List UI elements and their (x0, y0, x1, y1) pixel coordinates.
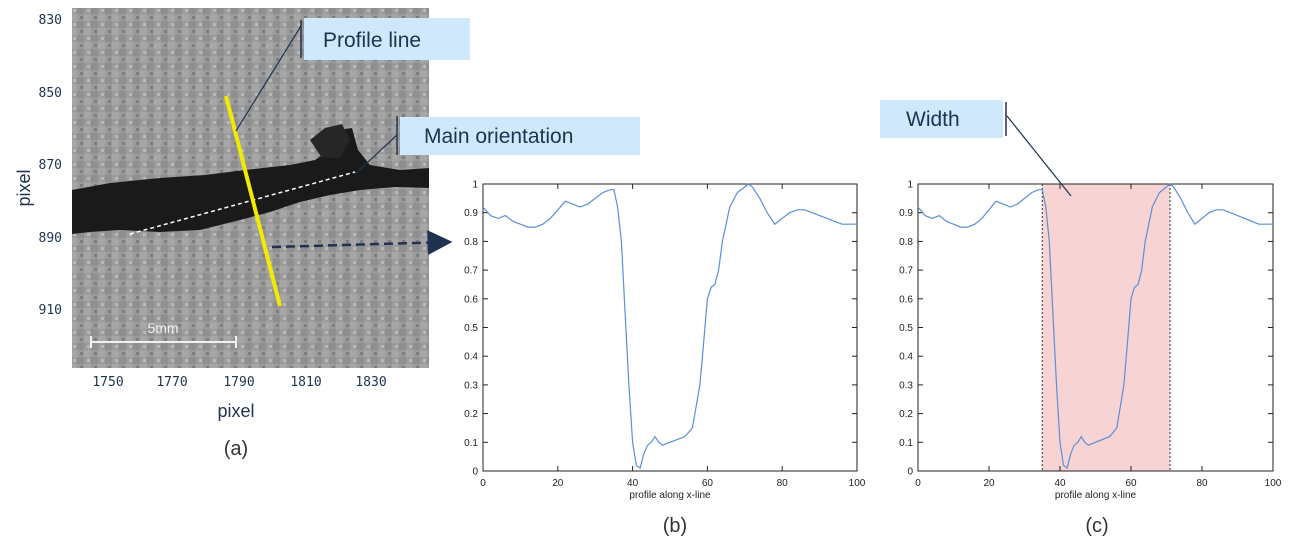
x-tick-label: 40 (627, 478, 639, 489)
x-tick-label: 40 (1054, 478, 1066, 489)
main-orientation-callout (400, 117, 640, 155)
x-tick-label: 80 (1196, 478, 1208, 489)
x-tick-label: 1770 (156, 375, 187, 390)
profile-line-leader (235, 25, 302, 132)
profile-line (224, 95, 282, 307)
y-tick-label: 0.1 (899, 438, 913, 449)
y-tick-label: 0.7 (464, 266, 478, 277)
y-tick-label: 890 (39, 231, 62, 246)
caption-a: (a) (224, 438, 248, 460)
y-tick-label: 830 (39, 13, 62, 28)
y-tick-label: 910 (39, 303, 62, 318)
profile-chart-b: 0 20 40 60 80 100 0 0.1 0.2 0.3 0.4 0.5 0.6 0.7 0.8 0.9… (464, 180, 866, 502)
y-tick-label: 0.8 (464, 237, 478, 248)
x-axis-label: pixel (217, 401, 254, 421)
x-tick-labels: 1750 1770 1790 1810 1830 (92, 375, 386, 390)
profile-series-line (917, 183, 1273, 470)
caption-b: (b) (663, 515, 687, 537)
x-tick-label: 1790 (223, 375, 254, 390)
y-tick-label: 0.9 (464, 208, 478, 219)
x-tick-label: 0 (480, 478, 486, 489)
width-highlight (1042, 184, 1171, 471)
width-callout (880, 100, 1003, 138)
y-tick-label: 0 (907, 467, 913, 478)
x-tick-label: 20 (983, 478, 995, 489)
y-tick-label: 0.2 (464, 409, 478, 420)
x-tick-label: 60 (1125, 478, 1137, 489)
x-tick-label: 100 (1265, 478, 1282, 489)
scale-bar-label: 5mm (147, 320, 178, 336)
main-orientation-leader (354, 134, 398, 175)
x-tick-label: 0 (915, 478, 921, 489)
y-tick-label: 0.9 (899, 208, 913, 219)
main-orientation-line (129, 171, 356, 235)
x-tick-label: 100 (849, 478, 866, 489)
y-axis-label: pixel (14, 169, 34, 206)
x-axis-label: profile along x-line (1055, 490, 1137, 501)
y-tick-label: 1 (907, 180, 913, 191)
y-tick-labels: 830 850 870 890 910 (39, 13, 62, 318)
x-tick-label: 1750 (92, 375, 123, 390)
profile-chart-c: 0 20 40 60 80 100 0 0.1 0.2 0.3 0.4 0.5 0.6 0.7 0.8 0.9… (899, 180, 1282, 502)
y-tick-label: 0 (472, 467, 478, 478)
y-tick-label: 0.3 (464, 380, 478, 391)
profile-series-line (482, 183, 857, 470)
x-tick-label: 1830 (355, 375, 386, 390)
profile-line-label: Profile line (323, 29, 421, 52)
main-orientation-label: Main orientation (424, 125, 573, 148)
profile-arrow (271, 230, 453, 256)
y-tick-label: 0.6 (464, 294, 478, 305)
panel-a: 5mm 830 850 870 890 910 1750 1770 1790 1… (14, 8, 640, 460)
plot-frame (482, 183, 858, 472)
x-tick-label: 1810 (290, 375, 321, 390)
y-tick-label: 850 (39, 86, 62, 101)
y-tick-label: 1 (472, 180, 478, 191)
y-tick-label: 870 (39, 158, 62, 173)
y-tick-label: 0.3 (899, 380, 913, 391)
width-label: Width (906, 108, 960, 131)
y-tick-label: 0.7 (899, 266, 913, 277)
micrograph-image: 5mm (72, 8, 429, 368)
y-tick-label: 0.8 (899, 237, 913, 248)
x-axis-label: profile along x-line (629, 490, 711, 501)
x-tick-label: 80 (777, 478, 789, 489)
y-tick-label: 0.4 (899, 352, 913, 363)
y-tick-label: 0.5 (899, 323, 913, 334)
y-tick-label: 0.6 (899, 294, 913, 305)
width-leader (1006, 115, 1072, 197)
profile-line-callout (304, 18, 470, 60)
caption-c: (c) (1085, 515, 1108, 537)
y-tick-label: 0.2 (899, 409, 913, 420)
x-tick-label: 60 (702, 478, 714, 489)
x-tick-label: 20 (552, 478, 564, 489)
y-tick-label: 0.4 (464, 352, 478, 363)
y-tick-label: 0.5 (464, 323, 478, 334)
y-tick-label: 0.1 (464, 438, 478, 449)
width-callout-group: Width (880, 100, 1072, 197)
